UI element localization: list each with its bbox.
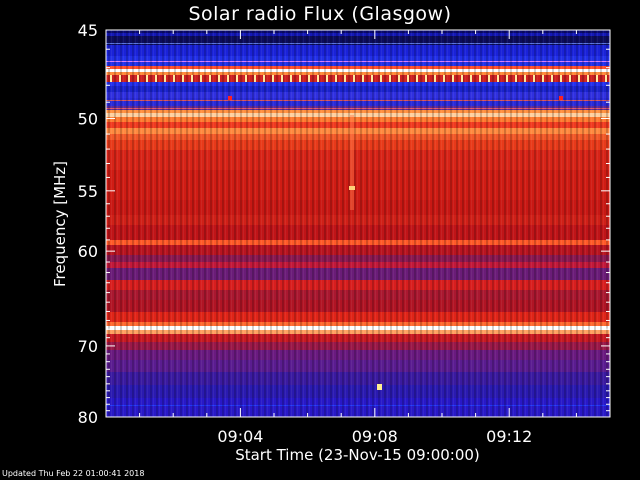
x-axis: 09:04 09:08 09:12 xyxy=(139,30,577,446)
y-tick-label: 60 xyxy=(78,242,98,261)
y-tick-label: 45 xyxy=(78,21,98,40)
x-tick-label: 09:12 xyxy=(486,427,532,446)
noise-texture xyxy=(106,30,610,417)
plot-frame xyxy=(105,29,611,418)
y-tick-label: 50 xyxy=(78,109,98,128)
x-tick-label: 09:08 xyxy=(352,427,398,446)
y-tick-label: 55 xyxy=(78,182,98,201)
dot-spot xyxy=(228,96,232,100)
dot-spot xyxy=(559,96,563,100)
updated-timestamp: Updated Thu Feb 22 01:00:41 2018 xyxy=(2,469,145,478)
x-tick-label: 09:04 xyxy=(217,427,263,446)
burst-spot xyxy=(349,186,355,190)
chart-title: Solar radio Flux (Glasgow) xyxy=(188,3,452,25)
y-tick-label: 70 xyxy=(78,337,98,356)
y-axis: 45 50 55 60 70 80 xyxy=(78,21,610,427)
burst-spot-low xyxy=(377,384,382,390)
y-axis-label: Frequency [MHz] xyxy=(51,160,69,288)
x-axis-label: Start Time (23-Nov-15 09:00:00) xyxy=(235,446,480,464)
interference-ticks xyxy=(106,75,610,82)
burst-streak xyxy=(350,115,354,210)
y-tick-label: 80 xyxy=(78,408,98,427)
